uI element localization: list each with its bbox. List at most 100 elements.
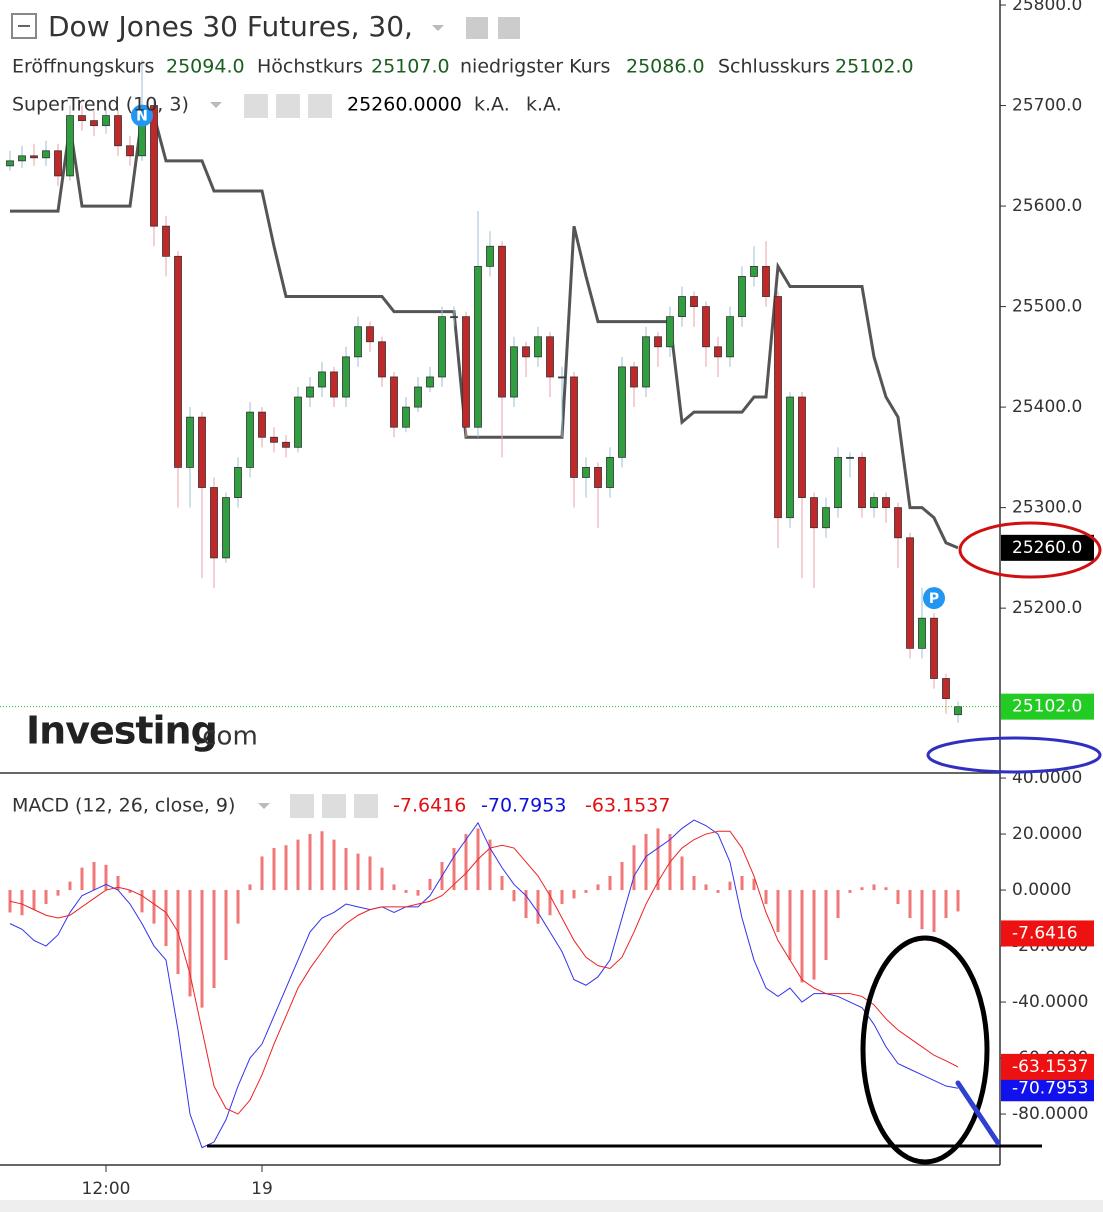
candle-body <box>246 411 254 468</box>
candle-body <box>906 537 914 649</box>
collapse-button[interactable] <box>11 13 37 39</box>
dropdown-icon[interactable] <box>432 25 444 31</box>
legend-value: 25107.0 <box>371 56 450 78</box>
candle-body <box>102 115 110 127</box>
visibility-button[interactable] <box>290 794 314 818</box>
candle-body <box>342 356 350 398</box>
histogram-bar <box>716 890 720 893</box>
histogram-bar <box>944 890 948 919</box>
candle-body <box>186 416 194 468</box>
candle-body <box>762 265 770 297</box>
histogram-bar <box>524 890 528 919</box>
settings-button[interactable] <box>276 94 300 118</box>
histogram-bar <box>512 890 516 902</box>
histogram-bar <box>308 834 312 891</box>
histogram-bar <box>752 878 756 891</box>
y-tick-label: 25300.0 <box>1012 498 1082 518</box>
indicator-status: k.A. <box>474 94 510 116</box>
candle-body <box>606 456 614 488</box>
histogram-bar <box>824 890 828 961</box>
histogram-bar <box>428 878 432 891</box>
histogram-bar <box>320 831 324 891</box>
candle-body <box>114 115 122 147</box>
candle-body <box>6 160 14 167</box>
y-tick-label: 20.0000 <box>1012 824 1082 844</box>
candle-body <box>558 376 566 379</box>
candle-body <box>870 497 878 509</box>
histogram-bar <box>92 862 96 891</box>
visibility-button[interactable] <box>466 17 488 39</box>
y-tick-label: 25500.0 <box>1012 297 1082 317</box>
settings-button[interactable] <box>322 794 346 818</box>
candle-body <box>666 316 674 348</box>
candle-body <box>702 306 710 348</box>
dropdown-icon[interactable] <box>210 102 222 108</box>
indicator-label: SuperTrend (10, 3) <box>12 94 189 116</box>
dropdown-icon[interactable] <box>258 803 270 809</box>
histogram-bar <box>560 890 564 905</box>
candle-body <box>390 376 398 428</box>
y-tick-label: -80.0000 <box>1012 1104 1088 1124</box>
histogram-bar <box>140 890 144 913</box>
indicator-value: 25260.0000 <box>347 94 462 116</box>
candle-body <box>474 265 482 428</box>
candle-body <box>486 245 494 267</box>
histogram-bar <box>236 890 240 924</box>
histogram-bar <box>200 890 204 1008</box>
histogram-bar <box>536 890 540 924</box>
histogram-bar <box>848 890 852 893</box>
candle-body <box>534 336 542 358</box>
candle-body <box>366 326 374 343</box>
macd-line <box>9 819 959 1149</box>
y-tick-label: 25200.0 <box>1012 598 1082 618</box>
histogram-bar <box>20 890 24 916</box>
histogram-bar <box>680 856 684 891</box>
candle-body <box>930 617 938 679</box>
candle-body <box>894 507 902 539</box>
candle-body <box>738 276 746 318</box>
y-tick-label: 0.0000 <box>1012 880 1071 900</box>
candle-body <box>198 416 206 488</box>
histogram-bar <box>152 890 156 924</box>
histogram-bar <box>632 845 636 891</box>
candle-body <box>234 467 242 498</box>
candle-body <box>126 145 134 157</box>
indicator-value-label: -70.7953 <box>1012 1078 1088 1098</box>
histogram-bar <box>620 862 624 891</box>
histogram-bar <box>776 890 780 933</box>
signal-line <box>9 830 959 1115</box>
supertrend-line <box>10 114 959 550</box>
candle-body <box>846 456 854 459</box>
candle-body <box>294 396 302 448</box>
histogram-bar <box>296 839 300 891</box>
histogram-bar <box>104 864 108 891</box>
settings-button[interactable] <box>498 17 520 39</box>
histogram-bar <box>656 828 660 891</box>
histogram-bar <box>896 890 900 905</box>
axes: 25200.0 25300.0 25400.0 25500.0 25600.0 25700… <box>82 0 1089 1199</box>
visibility-button[interactable] <box>244 94 268 118</box>
candle-body <box>918 617 926 649</box>
histogram-bar <box>260 856 264 891</box>
histogram-bar <box>344 848 348 891</box>
candle-body <box>714 346 722 358</box>
candle-body <box>750 265 758 277</box>
remove-button[interactable] <box>308 94 332 118</box>
histogram-bar <box>416 890 420 896</box>
candle-body <box>282 441 290 448</box>
histogram-bar <box>764 890 768 905</box>
remove-button[interactable] <box>354 794 378 818</box>
candle-body <box>66 115 74 177</box>
histogram-bar <box>740 876 744 891</box>
supertrend-price-label-box <box>1001 534 1094 561</box>
signal-marker <box>131 104 153 127</box>
signal-marker-label: P <box>929 591 939 607</box>
candle-body <box>522 346 530 358</box>
histogram-bar <box>788 890 792 961</box>
indicator-value-label-box <box>1001 1053 1094 1080</box>
indicator-value-label-box <box>1001 920 1094 947</box>
candle-body <box>882 497 890 509</box>
candle-body <box>858 456 866 509</box>
candle-body <box>510 346 518 398</box>
